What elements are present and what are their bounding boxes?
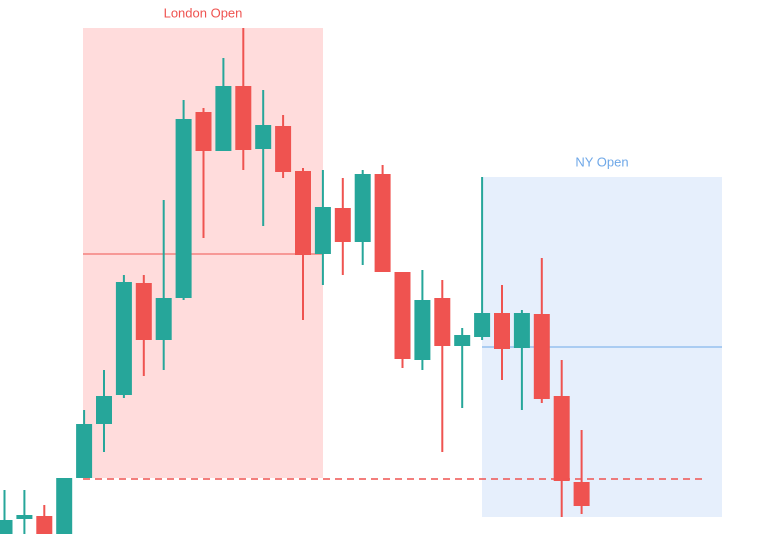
candle-body	[0, 520, 13, 534]
candle-body	[314, 207, 331, 254]
candle-body	[215, 86, 232, 151]
candle-body	[533, 314, 550, 399]
candle-body	[513, 313, 530, 348]
candle-body	[275, 126, 292, 172]
candle-body	[255, 125, 272, 149]
candle-body	[354, 174, 371, 242]
candle-body	[76, 424, 93, 478]
session-box	[83, 28, 323, 478]
candle-body	[334, 208, 351, 242]
candle-body	[553, 396, 570, 481]
candle-body	[414, 300, 431, 360]
candle-body	[573, 482, 590, 506]
candle-body	[454, 335, 471, 346]
candle-body	[374, 174, 391, 272]
candle-body	[135, 283, 152, 340]
candle-body	[36, 516, 53, 534]
session-label: London Open	[164, 5, 243, 20]
session-label: NY Open	[575, 154, 628, 169]
candle-body	[115, 282, 132, 395]
candle-body	[235, 86, 252, 150]
candle-body	[155, 298, 172, 340]
candle-body	[195, 112, 212, 151]
candle-body	[434, 298, 451, 346]
candle-body	[474, 313, 491, 337]
candle-layer	[0, 28, 703, 534]
candle-body	[16, 515, 33, 519]
candle-body	[56, 478, 73, 534]
candle-body	[295, 171, 311, 255]
candle-body	[494, 313, 510, 349]
candle-body	[175, 119, 192, 298]
candle-body	[394, 272, 411, 359]
candle-body	[96, 396, 112, 424]
